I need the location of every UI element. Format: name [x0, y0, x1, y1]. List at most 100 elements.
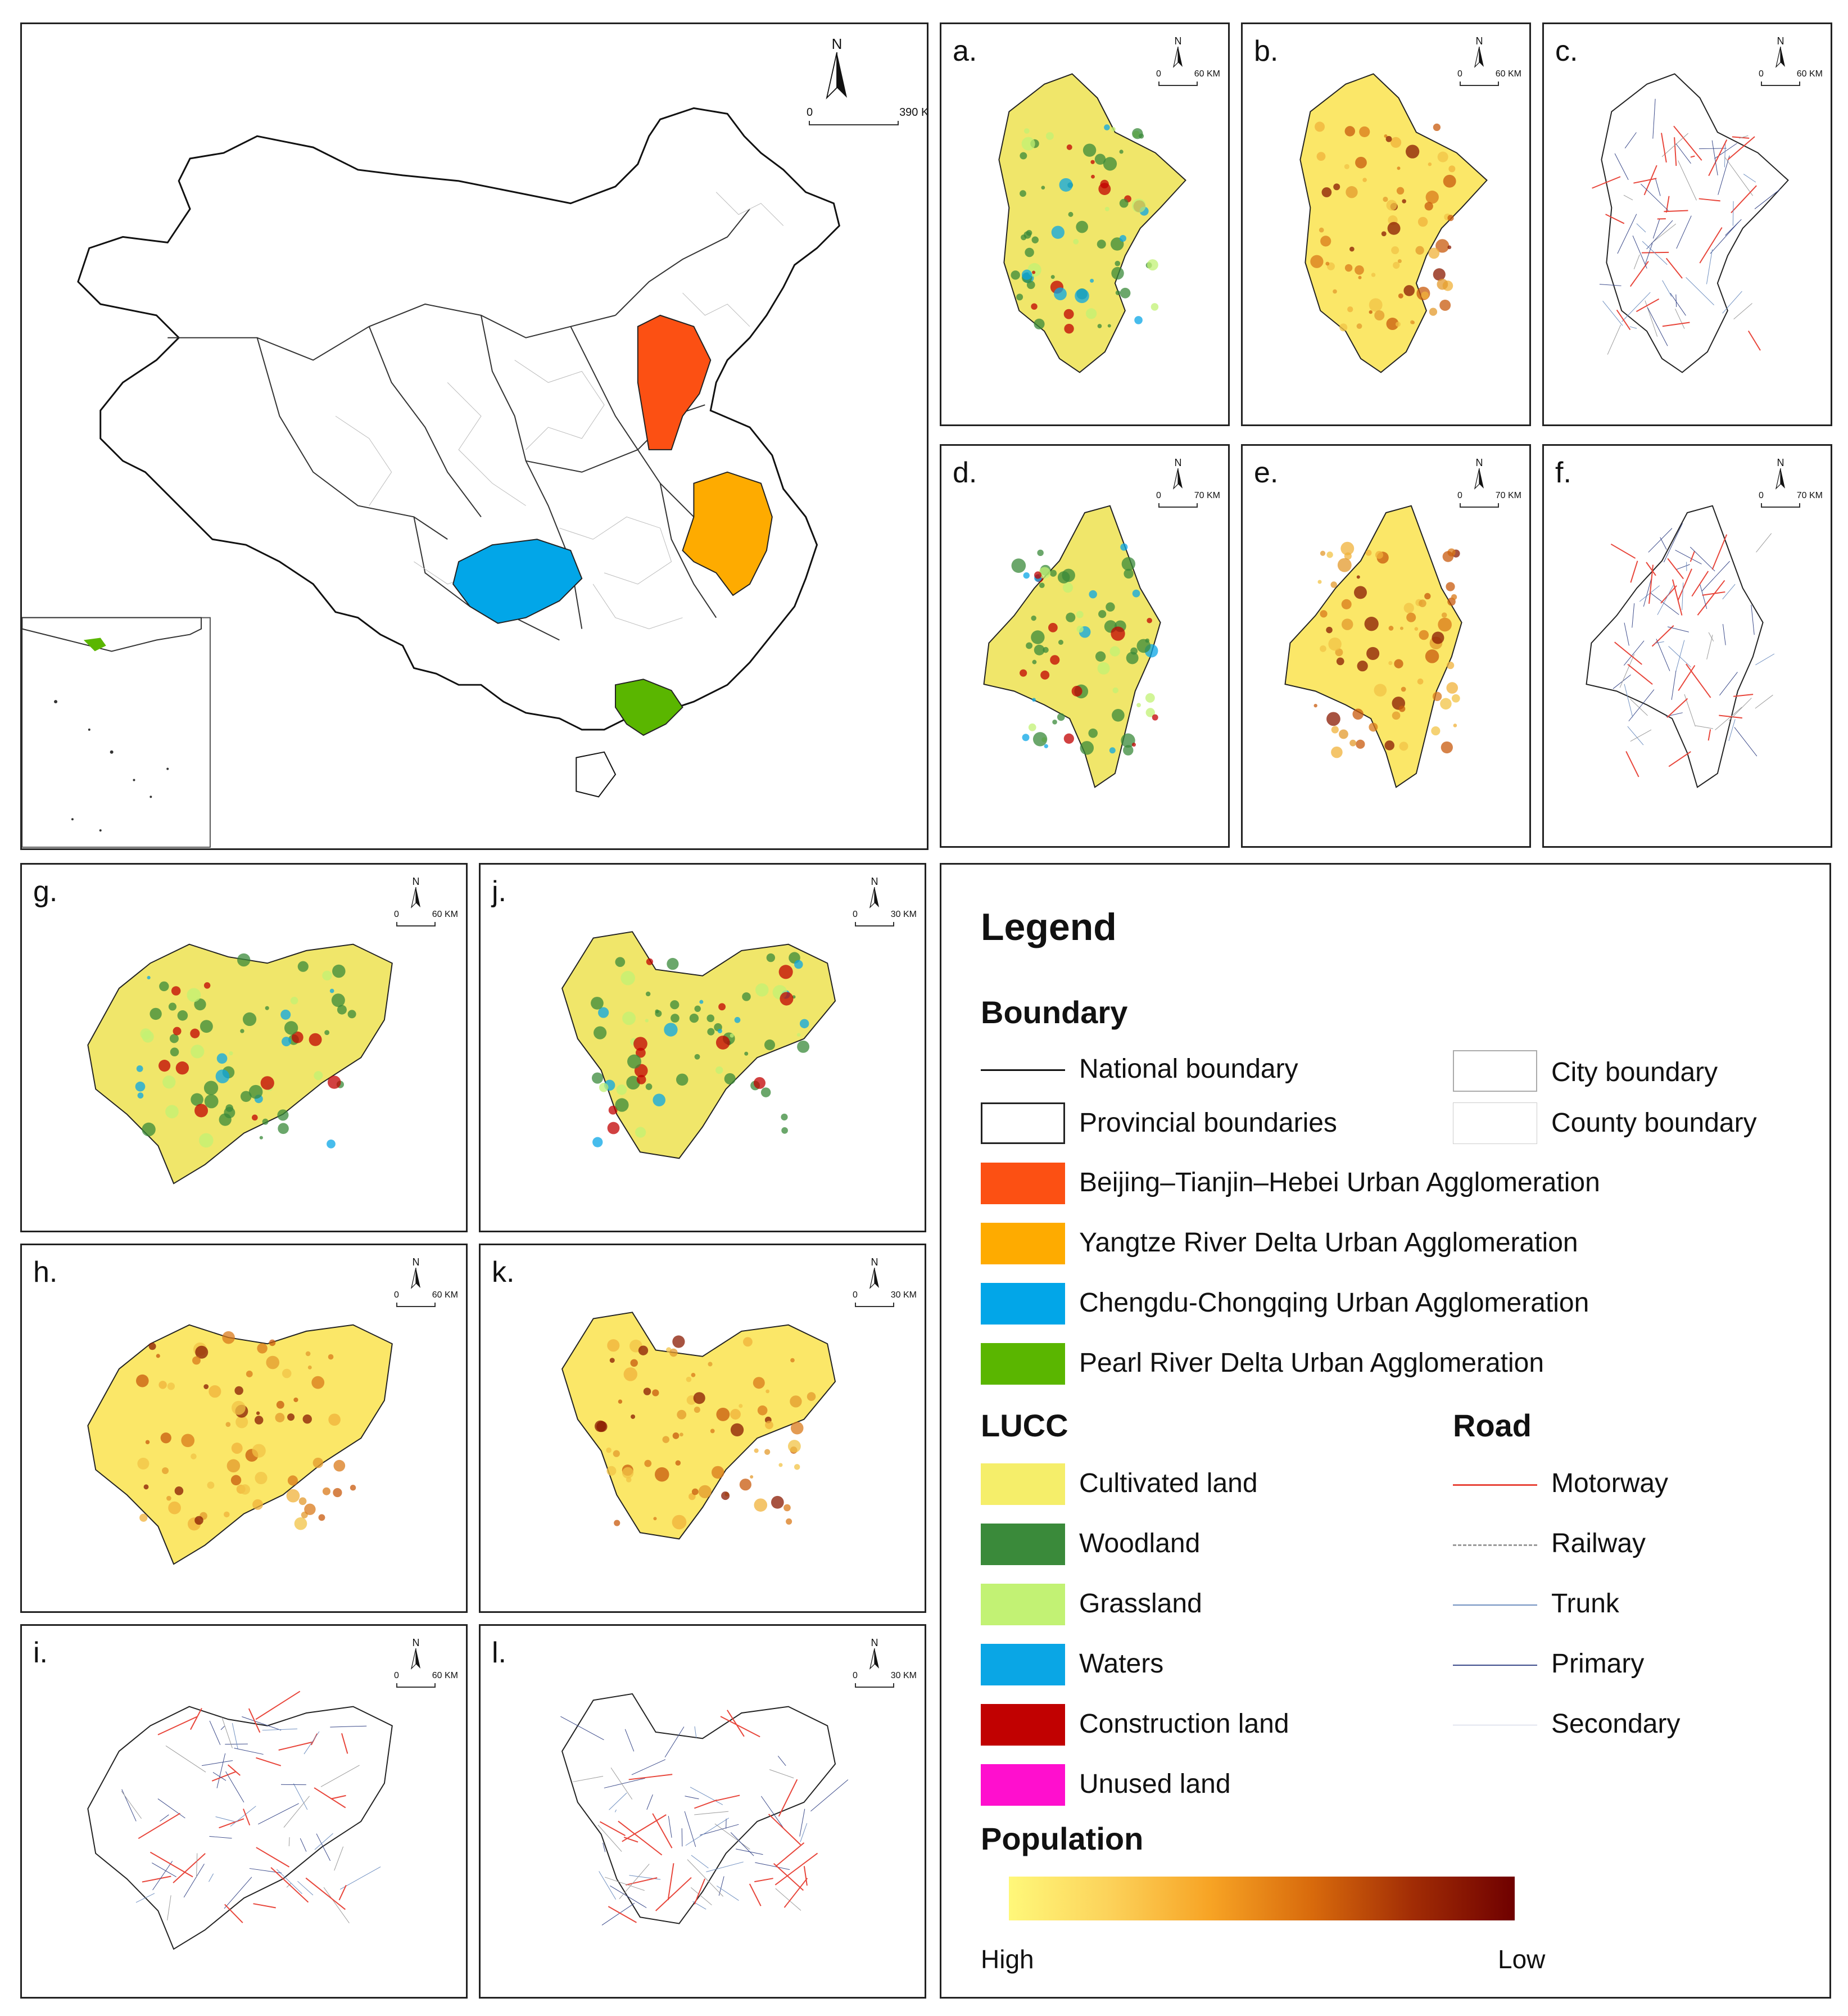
- road-segment: [165, 1745, 206, 1773]
- land-cover-patch: [689, 1013, 699, 1023]
- population-hotspot: [294, 1517, 307, 1530]
- land-cover-patch: [1066, 144, 1072, 150]
- population-hotspot: [1435, 239, 1450, 253]
- road-segment: [1636, 298, 1660, 313]
- land-cover-patch: [215, 1069, 230, 1083]
- population-hotspot: [1415, 246, 1424, 255]
- population-hotspot: [1417, 216, 1428, 227]
- north-arrow: N: [1471, 35, 1488, 69]
- population-hotspot: [669, 1348, 678, 1357]
- land-cover-patch: [1032, 698, 1036, 702]
- north-arrow-label: N: [1174, 35, 1182, 47]
- population-hotspot: [1357, 661, 1368, 672]
- road-segment: [316, 1833, 331, 1861]
- motorway-symbol: [1453, 1484, 1537, 1486]
- road-segment: [622, 1814, 667, 1842]
- road-segment: [1656, 639, 1670, 671]
- road-segment: [1674, 137, 1677, 166]
- scale-bar: 0 60 KM: [1759, 69, 1823, 88]
- land-cover-patch: [1034, 644, 1045, 656]
- population-hotspot: [209, 1385, 221, 1398]
- population-hotspot: [304, 1503, 316, 1515]
- main-map-panel: N 0 390 KM: [20, 22, 928, 850]
- provincial-boundary-symbol: [981, 1102, 1065, 1144]
- road-segment: [1630, 699, 1648, 716]
- road-segment: [1739, 135, 1749, 139]
- road-segment: [152, 1863, 176, 1877]
- road-segment: [293, 1783, 308, 1810]
- road-segment: [256, 1847, 290, 1868]
- land-cover-patch: [635, 1047, 646, 1058]
- road-segment: [297, 1881, 314, 1896]
- land-cover-patch: [1132, 128, 1143, 139]
- road-segment: [160, 1814, 169, 1822]
- region-map-i: [87, 1690, 393, 1950]
- north-arrow-label: N: [412, 1256, 420, 1268]
- land-cover-patch: [1115, 260, 1121, 266]
- population-hotspot: [778, 1463, 783, 1467]
- population-hotspot: [1421, 291, 1429, 300]
- land-cover-patch: [598, 1007, 609, 1018]
- population-hotspot: [730, 1409, 741, 1420]
- road-segment: [1645, 300, 1658, 337]
- lucc-heading: LUCC: [981, 1408, 1068, 1443]
- population-hotspot: [1395, 322, 1401, 327]
- road-segment: [749, 1883, 762, 1906]
- population-hotspot: [232, 1400, 246, 1415]
- land-cover-patch: [778, 965, 793, 979]
- land-cover-patch: [780, 992, 794, 1006]
- national-boundary-label: National boundary: [1079, 1054, 1298, 1084]
- population-hotspot: [790, 1395, 802, 1408]
- population-hotspot: [1339, 729, 1348, 739]
- road-segment: [1665, 257, 1683, 279]
- population-hotspot: [328, 1354, 334, 1360]
- population-hotspot: [137, 1457, 150, 1470]
- population-hotspot: [1371, 273, 1376, 277]
- road-segment: [1660, 585, 1677, 604]
- road-segment: [694, 1726, 697, 1738]
- county-boundary-symbol: [1453, 1102, 1537, 1144]
- land-cover-patch: [229, 1051, 233, 1056]
- land-cover-patch: [676, 1073, 689, 1086]
- road-segment: [655, 1877, 692, 1911]
- north-arrow-label: N: [831, 35, 843, 52]
- road-segment: [224, 1877, 252, 1909]
- population-hotspot: [282, 1368, 292, 1378]
- land-cover-patch: [760, 1087, 771, 1097]
- land-cover-patch: [646, 958, 653, 965]
- road-segment: [1756, 533, 1772, 553]
- road-segment: [690, 1887, 712, 1905]
- road-segment: [1647, 307, 1668, 346]
- population-hotspot: [167, 1382, 175, 1390]
- land-cover-patch: [1089, 590, 1097, 599]
- land-cover-patch: [251, 1114, 258, 1121]
- road-segment: [1661, 133, 1667, 163]
- population-hotspot: [1349, 246, 1355, 252]
- railway-symbol: [1453, 1544, 1537, 1546]
- road-segment: [690, 1787, 723, 1805]
- land-cover-patch: [158, 1060, 171, 1072]
- scale-bar: 0 70 KM: [1759, 491, 1823, 510]
- population-hotspot: [672, 1432, 680, 1439]
- land-cover-patch: [169, 1034, 179, 1043]
- population-hotspot: [1337, 558, 1352, 572]
- population-hotspot: [1356, 323, 1362, 329]
- legend-title: Legend: [981, 906, 1117, 948]
- population-hotspot: [630, 1359, 638, 1367]
- population-hotspot: [1397, 166, 1401, 170]
- land-cover-patch: [1032, 659, 1037, 665]
- road-segment: [1675, 294, 1677, 308]
- population-hotspot: [166, 1495, 171, 1501]
- road-segment: [1747, 330, 1761, 351]
- road-segment: [1664, 210, 1688, 213]
- road-segment: [1672, 579, 1683, 616]
- population-hotspot: [1355, 156, 1367, 169]
- population-hotspot: [1369, 298, 1383, 312]
- land-cover-patch: [608, 1105, 618, 1115]
- road-segment: [1655, 178, 1661, 196]
- population-hotspot: [195, 1345, 209, 1359]
- road-segment: [1708, 632, 1714, 642]
- population-hotspot: [710, 1429, 715, 1434]
- land-cover-patch: [1147, 617, 1152, 623]
- panel-label: b.: [1254, 35, 1279, 67]
